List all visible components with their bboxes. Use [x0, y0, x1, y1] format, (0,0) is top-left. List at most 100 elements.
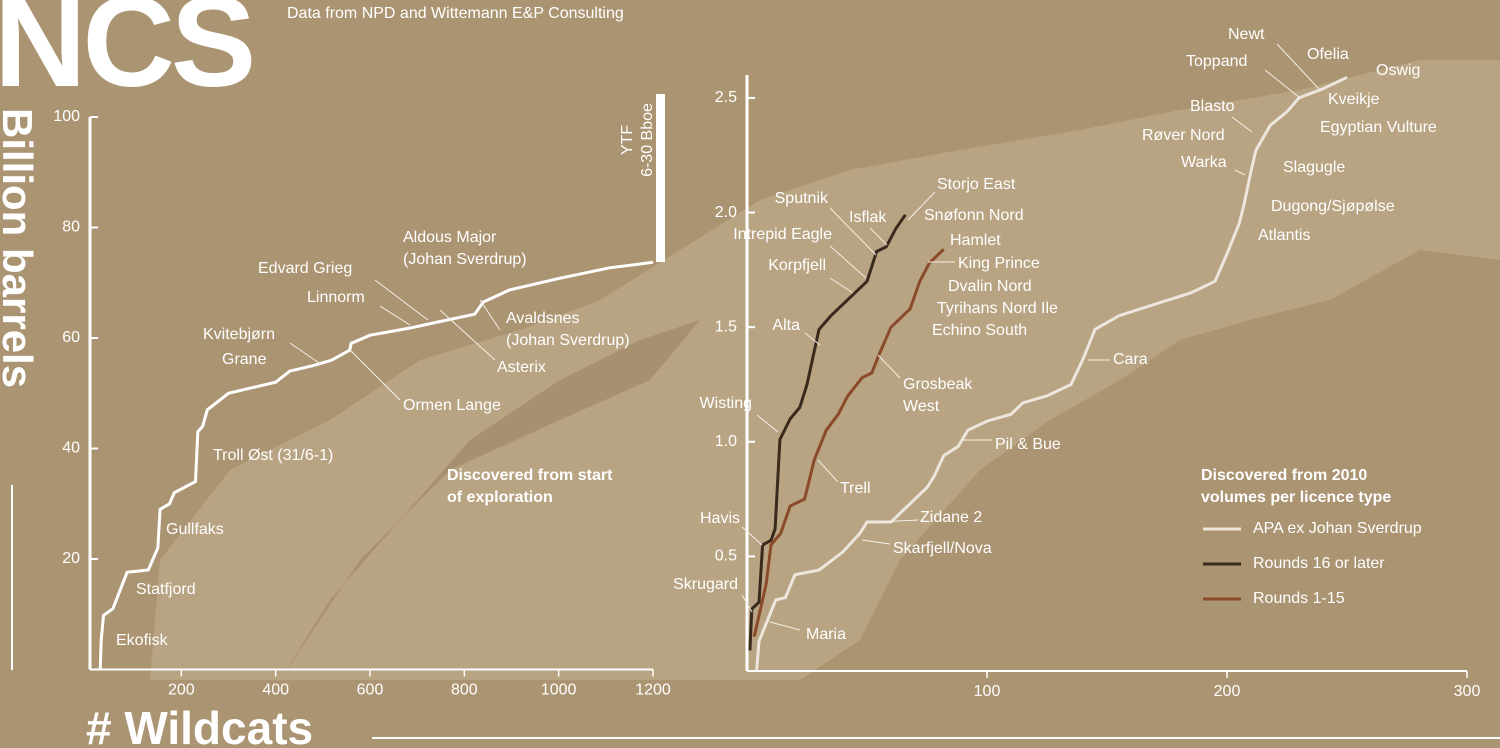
annotation: Dugong/Sjøpølse: [1271, 198, 1395, 215]
annotation: Havis: [700, 510, 740, 527]
leader-line: [756, 414, 779, 433]
annotation: Edvard Grieg: [258, 260, 352, 277]
x-tick-label: 800: [451, 682, 478, 699]
y-tick-label: 1.5: [715, 318, 737, 335]
leader-line: [1264, 69, 1301, 99]
annotation: Egyptian Vulture: [1320, 119, 1437, 136]
leader-line: [907, 191, 936, 221]
y-tick-label: 100: [53, 108, 80, 125]
annotation: Echino South: [932, 322, 1027, 339]
annotation: Korpfjell: [768, 257, 826, 274]
leader-line: [861, 539, 891, 545]
annotation: Sputnik: [775, 190, 829, 207]
annotation: Zidane 2: [920, 509, 982, 526]
annotation: Røver Nord: [1142, 127, 1225, 144]
leader-line: [829, 277, 854, 294]
x-tick-label: 400: [262, 682, 289, 699]
annotation: Pil & Bue: [995, 436, 1061, 453]
leader-line: [741, 594, 753, 613]
x-tick-label: 300: [1454, 683, 1481, 700]
title: NCS: [0, 0, 252, 114]
annotation: Grane: [222, 351, 267, 368]
y-axis-title: Billion barrels: [0, 108, 41, 388]
data-line: [98, 260, 654, 670]
leader-line: [817, 459, 839, 483]
annotation: Ormen Lange: [403, 397, 501, 414]
annotation: Warka: [1181, 154, 1227, 171]
data-line: [748, 213, 907, 651]
annotation: (Johan Sverdrup): [506, 332, 630, 349]
map-shape: [280, 320, 700, 680]
leader-line: [289, 342, 323, 366]
annotation: Aldous Major: [403, 229, 497, 246]
leader-line: [379, 305, 411, 326]
leader-line: [869, 227, 888, 246]
annotation: Cara: [1113, 351, 1148, 368]
map-shape: [150, 60, 1500, 680]
leader-line: [829, 207, 877, 256]
annotation: Trell: [840, 480, 871, 497]
y-tick-label: 40: [62, 440, 80, 457]
annotation: Ekofisk: [116, 632, 169, 649]
annotation: Asterix: [497, 359, 546, 376]
legend-label: Rounds 1-15: [1253, 590, 1345, 607]
ytf-bar: [656, 94, 665, 262]
leader-line: [349, 349, 401, 401]
data-line: [755, 75, 1348, 672]
x-tick-label: 100: [974, 683, 1001, 700]
annotation: Blasto: [1190, 98, 1235, 115]
annotation: Skrugard: [673, 576, 738, 593]
leader-line: [741, 526, 763, 546]
annotation: Toppand: [1186, 53, 1247, 70]
annotation: West: [903, 398, 940, 415]
annotation: Statfjord: [136, 581, 196, 598]
leader-line: [439, 309, 496, 361]
y-tick-label: 0.5: [715, 548, 737, 565]
annotation: (Johan Sverdrup): [403, 251, 527, 268]
annotation: Wisting: [700, 395, 752, 412]
subtitle: Data from NPD and Wittemann E&P Consulti…: [287, 5, 624, 22]
leader-line: [877, 354, 901, 379]
annotation: Alta: [772, 317, 800, 334]
annotation: Atlantis: [1258, 227, 1310, 244]
legend-label: Rounds 16 or later: [1253, 555, 1385, 572]
leader-line: [1234, 169, 1246, 176]
x-axis-title: # Wildcats: [86, 702, 313, 748]
leader-line: [879, 519, 919, 523]
x-tick-label: 1200: [635, 682, 671, 699]
annotation: Newt: [1228, 26, 1265, 43]
annotation: Linnorm: [307, 289, 365, 306]
annotation: Dvalin Nord: [948, 278, 1032, 295]
annotation: Slagugle: [1283, 159, 1345, 176]
leader-line: [829, 245, 867, 279]
annotation: Gullfaks: [166, 521, 224, 538]
leader-line: [1276, 43, 1321, 91]
annotation: King Prince: [958, 255, 1040, 272]
annotation: Isflak: [849, 209, 887, 226]
annotation: Oswig: [1376, 62, 1420, 79]
y-tick-label: 20: [62, 550, 80, 567]
x-tick-label: 200: [168, 682, 195, 699]
panel-note: Discovered from start: [447, 467, 613, 484]
annotation: Ofelia: [1307, 46, 1349, 63]
annotation: Grosbeak: [903, 376, 973, 393]
x-tick-label: 600: [357, 682, 384, 699]
y-tick-label: 80: [62, 219, 80, 236]
x-tick-label: 200: [1214, 683, 1241, 700]
annotation: Skarfjell/Nova: [893, 540, 992, 557]
y-tick-label: 1.0: [715, 433, 737, 450]
annotation: Kvitebjørn: [203, 326, 275, 343]
ytf-label: YTF: [619, 125, 636, 155]
annotation: Storjo East: [937, 176, 1016, 193]
leader-line: [1231, 116, 1253, 133]
annotation: Avaldsnes: [506, 310, 580, 327]
annotation: Snøfonn Nord: [924, 207, 1024, 224]
annotation: Kveikje: [1328, 91, 1380, 108]
panel-note: Discovered from 2010: [1201, 467, 1367, 484]
legend-label: APA ex Johan Sverdrup: [1253, 520, 1422, 537]
annotation: Intrepid Eagle: [733, 226, 832, 243]
leader-line: [374, 279, 429, 321]
annotation: Troll Øst (31/6-1): [213, 447, 333, 464]
